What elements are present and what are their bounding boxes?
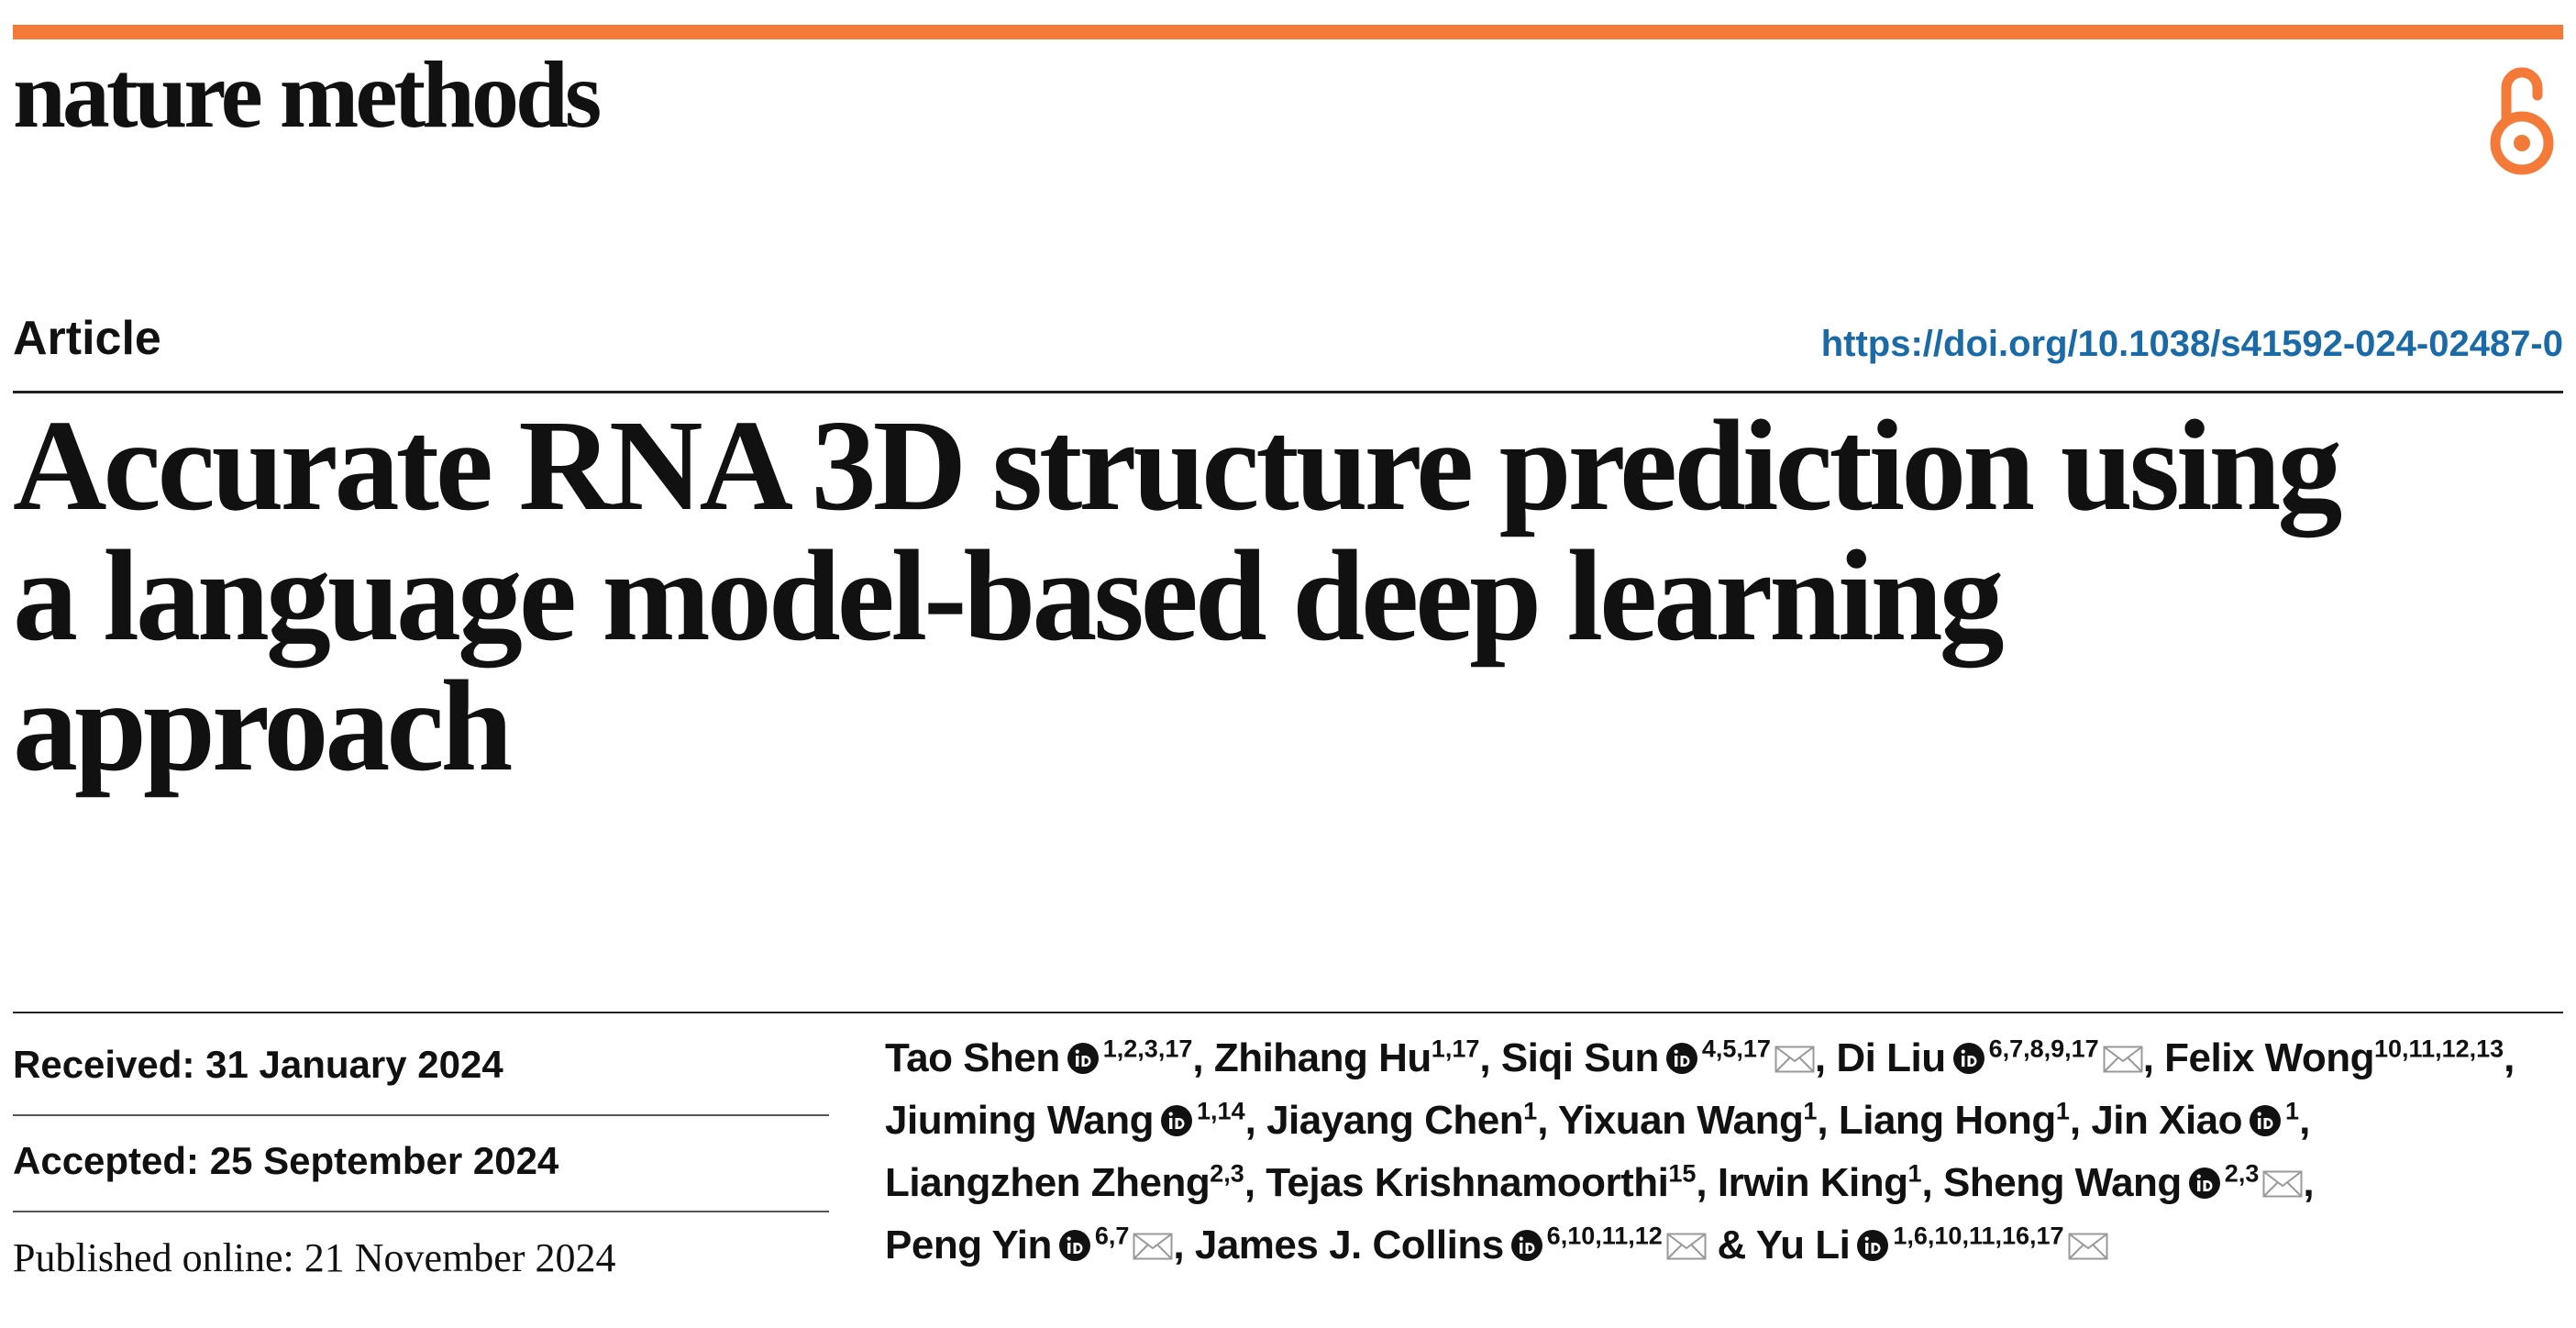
- author-name[interactable]: Liangzhen Zheng: [885, 1160, 1211, 1205]
- author-entry: Yu Li 1,6,10,11,16,17: [1756, 1223, 2108, 1267]
- author-affiliations: 10,11,12,13: [2374, 1035, 2504, 1063]
- author-entry: Felix Wong10,11,12,13,: [2164, 1035, 2515, 1080]
- author-name[interactable]: Tao Shen: [885, 1035, 1060, 1080]
- orcid-icon[interactable]: [1857, 1230, 1889, 1261]
- title-line: approach: [13, 653, 513, 798]
- author-entry: Jiayang Chen1,: [1266, 1098, 1548, 1143]
- author-affiliations: 1,17: [1431, 1035, 1480, 1063]
- author-entry: Yixuan Wang1,: [1557, 1097, 1829, 1143]
- author-separator: ,: [1479, 1035, 1491, 1080]
- orcid-icon[interactable]: [1067, 1043, 1099, 1074]
- email-icon[interactable]: [2103, 1046, 2143, 1073]
- author-affiliations: 4,5,17: [1701, 1035, 1771, 1063]
- author-affiliations: 1: [1803, 1097, 1818, 1125]
- published-date: Published online: 21 November 2024: [13, 1235, 616, 1280]
- author-entry: Liangzhen Zheng2,3,: [885, 1160, 1255, 1205]
- author-name[interactable]: Peng Yin: [885, 1223, 1052, 1267]
- author-entry: Zhihang Hu1,17,: [1213, 1035, 1491, 1080]
- author-affiliations: 6,7: [1094, 1222, 1130, 1250]
- orcid-icon[interactable]: [1058, 1230, 1090, 1261]
- date-divider: [13, 1211, 829, 1212]
- doi-link[interactable]: https://doi.org/10.1038/s41592-024-02487…: [1820, 324, 2563, 364]
- meta-divider: [13, 1012, 2563, 1013]
- author-affiliations: 2,3: [2224, 1159, 2260, 1188]
- author-list: Tao Shen 1,2,3,17, Zhihang Hu1,17, Siqi S…: [885, 1027, 2563, 1277]
- orcid-icon[interactable]: [1510, 1230, 1542, 1261]
- author-affiliations: 1,6,10,11,16,17: [1893, 1222, 2064, 1250]
- author-separator: ,: [2299, 1098, 2310, 1143]
- title-line: a language model-based deep learning: [13, 523, 2005, 668]
- received-date: Received: 31 January 2024: [13, 1043, 503, 1086]
- author-affiliations: 1: [2285, 1097, 2300, 1125]
- author-separator: ,: [1192, 1035, 1204, 1080]
- author-name[interactable]: Tejas Krishnamoorthi: [1266, 1160, 1669, 1205]
- author-name[interactable]: Felix Wong: [2164, 1035, 2375, 1080]
- accepted-date: Accepted: 25 September 2024: [13, 1139, 559, 1182]
- email-icon[interactable]: [1774, 1046, 1815, 1073]
- author-separator: ,: [2142, 1035, 2154, 1080]
- author-name[interactable]: Jiayang Chen: [1266, 1098, 1524, 1143]
- author-separator: ,: [2504, 1035, 2515, 1080]
- author-separator: ,: [1173, 1223, 1185, 1267]
- author-entry: Jiuming Wang 1,14,: [885, 1097, 1256, 1143]
- author-affiliations: 1: [1907, 1159, 1922, 1188]
- author-separator: ,: [2303, 1160, 2315, 1205]
- author-name[interactable]: Di Liu: [1836, 1035, 1946, 1080]
- email-icon[interactable]: [2068, 1233, 2108, 1260]
- author-affiliations: 1,2,3,17: [1102, 1035, 1193, 1063]
- orcid-icon[interactable]: [2250, 1105, 2282, 1136]
- author-name[interactable]: Yu Li: [1755, 1223, 1851, 1267]
- accent-bar: [13, 25, 2563, 39]
- author-entry: Jin Xiao 1,: [2091, 1097, 2310, 1143]
- author-name[interactable]: Sheng Wang: [1943, 1160, 2182, 1205]
- open-access-lock-icon: [2490, 67, 2554, 175]
- author-name[interactable]: Siqi Sun: [1500, 1035, 1660, 1080]
- title-line: Accurate RNA 3D structure prediction usi…: [13, 393, 2342, 537]
- author-separator: ,: [1244, 1098, 1256, 1143]
- author-entry: James J. Collins 6,10,11,12 &: [1195, 1223, 1746, 1267]
- author-separator: &: [1706, 1223, 1747, 1267]
- author-affiliations: 15: [1668, 1159, 1697, 1188]
- author-entry: Tao Shen 1,2,3,17,: [885, 1035, 1204, 1080]
- author-name[interactable]: Zhihang Hu: [1213, 1035, 1432, 1080]
- author-affiliations: 6,10,11,12: [1546, 1222, 1663, 1250]
- journal-name: nature methods: [13, 42, 602, 148]
- date-divider: [13, 1114, 829, 1116]
- author-separator: ,: [2069, 1098, 2081, 1143]
- author-affiliations: 1: [2055, 1097, 2070, 1125]
- orcid-icon[interactable]: [2188, 1168, 2220, 1199]
- author-entry: Liang Hong1,: [1839, 1098, 2081, 1143]
- orcid-icon[interactable]: [1665, 1043, 1697, 1074]
- header-divider: [13, 391, 2563, 393]
- author-entry: Sheng Wang 2,3,: [1943, 1159, 2315, 1205]
- author-name[interactable]: Irwin King: [1717, 1160, 1908, 1205]
- author-separator: ,: [1817, 1098, 1829, 1143]
- author-separator: ,: [1244, 1160, 1255, 1205]
- author-name[interactable]: Jin Xiao: [2091, 1098, 2243, 1143]
- author-name[interactable]: Yixuan Wang: [1557, 1098, 1804, 1143]
- author-separator: ,: [1696, 1160, 1708, 1205]
- orcid-icon[interactable]: [1952, 1043, 1985, 1074]
- author-name[interactable]: Liang Hong: [1838, 1098, 2056, 1143]
- author-affiliations: 2,3: [1210, 1159, 1244, 1188]
- author-separator: ,: [1814, 1035, 1826, 1080]
- orcid-icon[interactable]: [1161, 1105, 1193, 1136]
- author-entry: Siqi Sun 4,5,17,: [1501, 1035, 1826, 1080]
- author-affiliations: 1,14: [1197, 1097, 1245, 1125]
- author-separator: ,: [1537, 1098, 1548, 1143]
- email-icon[interactable]: [1666, 1233, 1707, 1260]
- author-separator: ,: [1921, 1160, 1933, 1205]
- email-icon[interactable]: [1133, 1233, 1173, 1260]
- article-title: Accurate RNA 3D structure prediction usi…: [13, 400, 2562, 791]
- author-affiliations: 1: [1523, 1097, 1538, 1125]
- author-entry: Irwin King1,: [1717, 1159, 1933, 1205]
- email-icon[interactable]: [2262, 1170, 2303, 1198]
- author-entry: Di Liu 6,7,8,9,17,: [1836, 1035, 2154, 1080]
- author-name[interactable]: Jiuming Wang: [885, 1098, 1155, 1143]
- author-entry: Tejas Krishnamoorthi15,: [1266, 1160, 1707, 1205]
- article-type-label: Article: [13, 312, 161, 365]
- author-name[interactable]: James J. Collins: [1194, 1223, 1504, 1267]
- author-entry: Peng Yin 6,7,: [885, 1222, 1185, 1267]
- author-affiliations: 6,7,8,9,17: [1988, 1035, 2099, 1063]
